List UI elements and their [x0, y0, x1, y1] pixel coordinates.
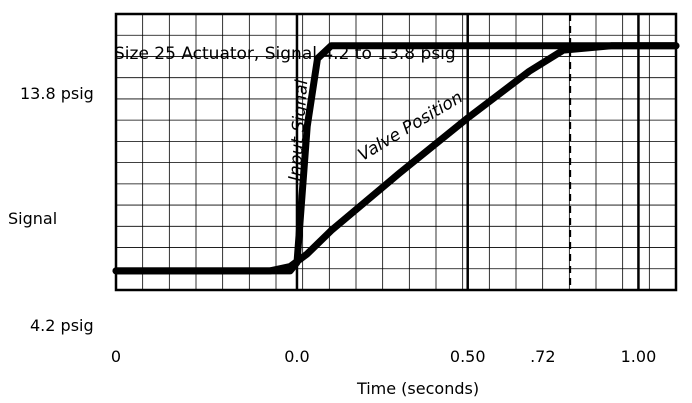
x-tick-label: .72: [530, 347, 555, 366]
y-tick-bottom: 4.2 psig: [30, 316, 94, 335]
minor-grid: [116, 14, 676, 290]
x-tick-label: 1.00: [621, 347, 657, 366]
series-line-valve-position: [112, 42, 680, 275]
x-tick-label: 0: [111, 347, 121, 366]
x-tick-label: 0.0: [284, 347, 309, 366]
series-annotation: Input Signal: [285, 79, 312, 182]
x-tick-labels: 0 0.0 0.50 .72 1.00: [111, 347, 656, 366]
x-axis-label: Time (seconds): [356, 379, 479, 398]
plot-frame: [114, 12, 678, 292]
y-axis-label: Signal: [8, 209, 57, 228]
x-tick-label: 0.50: [450, 347, 486, 366]
y-tick-top: 13.8 psig: [20, 84, 94, 103]
series-layer: [112, 42, 680, 275]
chart-title: Size 25 Actuator, Signal 4.2 to 13.8 psi…: [114, 44, 456, 64]
series-line-input-signal: [112, 42, 680, 275]
